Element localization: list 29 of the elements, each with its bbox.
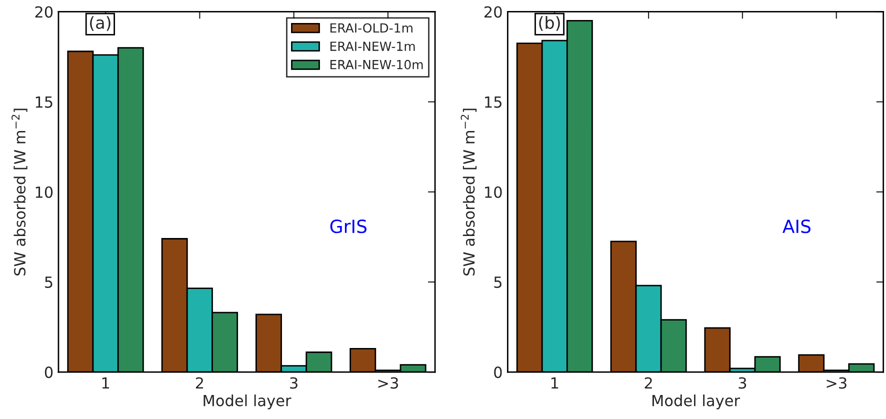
- legend-label: ERAI-NEW-10m: [330, 60, 423, 70]
- x-axis-title: Model layer: [204, 394, 292, 410]
- x-tick-label: 1: [551, 377, 558, 389]
- y-tick-label: 15: [485, 96, 502, 108]
- y-axis-title: SW absorbed [W m$^{−2}$]: [460, 108, 477, 276]
- x-tick-label: 3: [738, 377, 746, 389]
- y-tick-label: 0: [494, 366, 502, 378]
- y-axis-title: SW absorbed [W m$^{−2}$]: [12, 108, 28, 276]
- y-tick-label: 0: [44, 366, 53, 378]
- legend-label: ERAI-OLD-1m: [330, 23, 412, 33]
- y-tick-label: 5: [45, 276, 52, 288]
- x-tick-label: 3: [290, 377, 298, 389]
- x-tick-label: 1: [102, 377, 109, 389]
- y-tick-label: 10: [485, 186, 502, 198]
- x-tick-label: 2: [644, 377, 652, 389]
- x-axis-title: Model layer: [652, 394, 740, 410]
- annotation: AIS: [782, 220, 810, 234]
- x-tick-label: >3: [826, 377, 846, 389]
- annotation: (b): [539, 16, 560, 31]
- annotation: (a): [90, 16, 110, 31]
- y-tick-label: 5: [494, 276, 502, 288]
- legend-label: ERAI-NEW-1m: [330, 42, 415, 51]
- y-tick-label: 10: [36, 186, 53, 198]
- y-tick-label: 20: [484, 6, 502, 18]
- y-tick-label: 15: [36, 96, 52, 108]
- x-tick-label: >3: [378, 377, 398, 389]
- x-tick-label: 2: [196, 377, 204, 389]
- annotation: GrIS: [330, 220, 367, 234]
- y-tick-label: 20: [35, 6, 53, 18]
